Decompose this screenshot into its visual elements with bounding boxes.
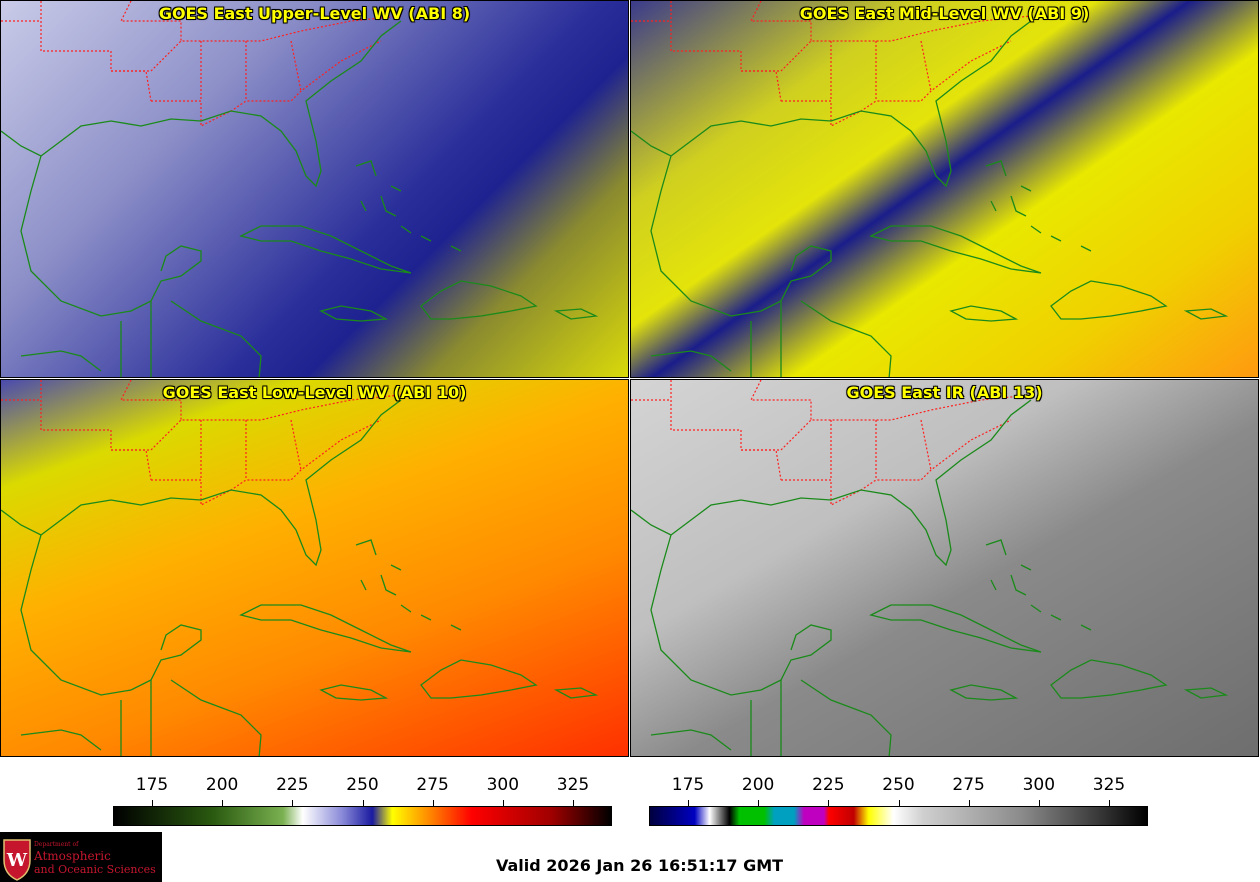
satellite-panel-upper-wv: GOES East Upper-Level WV (ABI 8): [0, 0, 629, 378]
satellite-panel-mid-wv: GOES East Mid-Level WV (ABI 9): [630, 0, 1259, 378]
colorbar-tick-label: 175: [671, 775, 705, 795]
colorbar-tick-label: 250: [346, 775, 379, 795]
panel-title: GOES East Upper-Level WV (ABI 8): [158, 4, 471, 23]
panel-title: GOES East Low-Level WV (ABI 10): [162, 383, 467, 402]
valid-time: Valid 2026 Jan 26 16:51:17 GMT: [496, 856, 784, 875]
colorbar-tick: [898, 800, 900, 806]
logo-line-2: Atmospheric: [34, 849, 111, 863]
colorbar-tick-label: 175: [135, 775, 169, 795]
panel-title: GOES East IR (ABI 13): [846, 383, 1043, 402]
satellite-panel-ir: GOES East IR (ABI 13): [630, 379, 1259, 757]
map-outline-overlay: [1, 1, 599, 377]
logo-line-1: Department of: [34, 841, 79, 848]
map-outline-overlay: [631, 380, 1229, 756]
colorbar-tick-label: 250: [882, 775, 915, 795]
colorbar-tick: [828, 800, 830, 806]
colorbar-tick-label: 325: [556, 775, 590, 795]
panel-title: GOES East Mid-Level WV (ABI 9): [799, 4, 1090, 23]
colorbar-tick-label: 225: [276, 775, 309, 795]
colorbar-tick-label: 225: [812, 775, 845, 795]
map-outline-overlay: [1, 380, 599, 756]
map-outline-overlay: [631, 1, 1229, 377]
colorbar-tick: [688, 800, 689, 806]
colorbar-tick-label: 300: [486, 775, 520, 795]
colorbar-tick-label: 200: [741, 775, 775, 795]
colorbar-tick: [1038, 800, 1040, 806]
colorbar-tick: [292, 800, 294, 806]
colorbar-tick: [222, 800, 224, 806]
colorbar-tick: [432, 800, 434, 806]
colorbar-tick-label: 275: [952, 775, 985, 795]
colorbar-tick: [362, 800, 364, 806]
uw-aos-logo: W Department of Atmospheric and Oceanic …: [0, 832, 162, 882]
uw-crest-icon: W: [3, 839, 31, 881]
logo-line-3: and Oceanic Sciences: [34, 863, 156, 876]
colorbar-tick: [758, 800, 760, 806]
ir-colorbar: [649, 806, 1148, 826]
colorbar-tick: [502, 800, 504, 806]
colorbar-tick-label: 200: [205, 775, 239, 795]
svg-text:W: W: [6, 850, 28, 871]
colorbar-tick-label: 300: [1022, 775, 1056, 795]
colorbar-tick: [1109, 800, 1110, 806]
wv-colorbar: [113, 806, 612, 826]
colorbar-tick: [968, 800, 970, 806]
colorbar-tick: [152, 800, 153, 806]
colorbar-tick-label: 275: [416, 775, 449, 795]
colorbar-tick-label: 325: [1092, 775, 1126, 795]
colorbar-tick: [573, 800, 574, 806]
satellite-panel-low-wv: GOES East Low-Level WV (ABI 10): [0, 379, 629, 757]
